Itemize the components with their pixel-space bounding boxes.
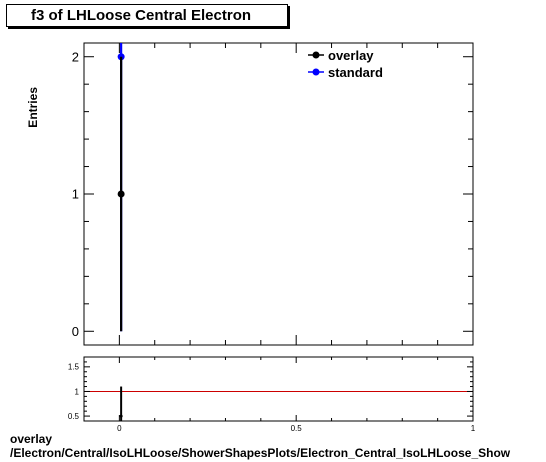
ratio-plot-panel: 0 0.5 1 0.5 1 1.5 [68, 356, 476, 432]
y-tick-label: 1 [72, 187, 79, 202]
chart-area: 0 1 2 Entries overlay standard 0 0.5 1 0.5 1 1.5 [26, 42, 476, 432]
y-tick-label: 2 [72, 49, 79, 64]
plot-frame [83, 356, 474, 422]
x-tick-label: 1 [471, 424, 476, 432]
main-plot-panel: 0 1 2 Entries overlay standard [26, 42, 474, 346]
x-tick-label: 0.5 [291, 424, 303, 432]
footer-line-2: /Electron/Central/IsoLHLoose/ShowerShape… [10, 446, 511, 460]
plot-frame [83, 42, 474, 346]
legend-marker-standard [312, 68, 320, 76]
x-tick-label: 0 [117, 424, 122, 432]
y-tick-label: 0.5 [68, 412, 80, 421]
legend-label-standard: standard [328, 65, 383, 80]
y-axis-label: Entries [26, 87, 40, 128]
footer-line-1: overlay [10, 432, 53, 446]
data-point-overlay [117, 190, 125, 198]
chart-title-box: f3 of LHLoose Central Electron [6, 4, 288, 27]
chart-title: f3 of LHLoose Central Electron [31, 7, 252, 24]
legend-label-overlay: overlay [328, 48, 374, 63]
footer-text: overlay /Electron/Central/IsoLHLoose/Sho… [10, 432, 510, 460]
y-tick-label: 1.5 [68, 363, 80, 372]
y-tick-label: 0 [72, 324, 79, 339]
legend-marker-overlay [312, 51, 320, 59]
data-point-ratio [119, 414, 123, 418]
y-tick-label: 1 [75, 387, 80, 396]
